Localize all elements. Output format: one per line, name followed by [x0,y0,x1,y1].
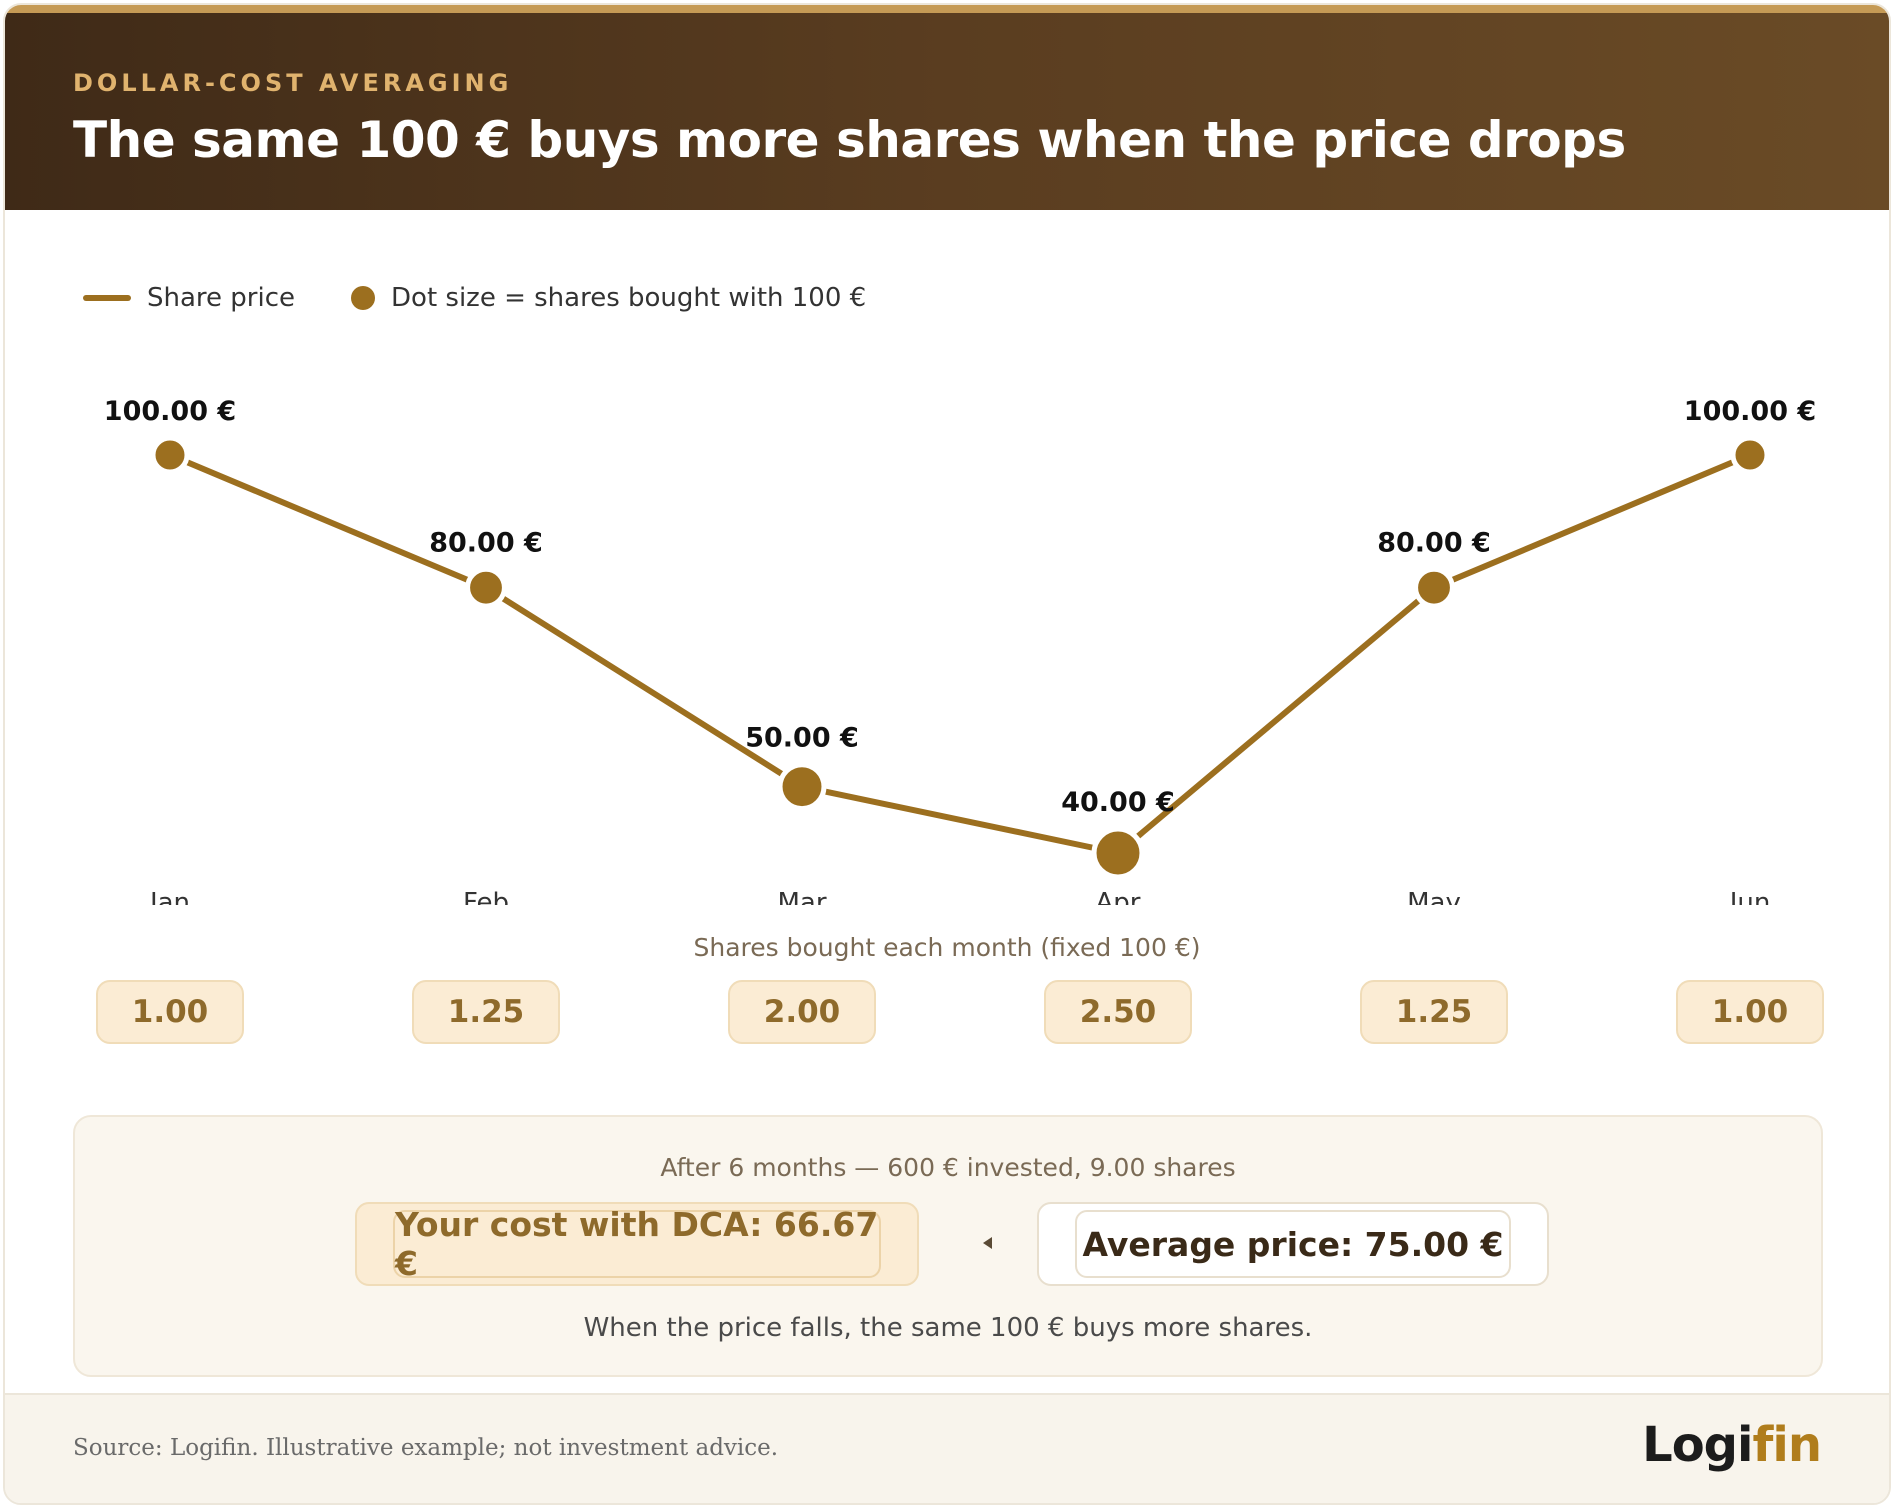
summary-intro: After 6 months — 600 € invested, 9.00 sh… [660,1153,1236,1182]
x-tick-label: Apr [1096,888,1141,905]
legend-dot-swatch [351,286,376,310]
page-title: The same 100 € buys more shares when the… [73,111,1626,169]
x-tick-label: Feb [463,888,509,905]
summary-panel: After 6 months — 600 € invested, 9.00 sh… [73,1115,1823,1377]
header-banner: DOLLAR-COST AVERAGING The same 100 € buy… [5,5,1889,210]
price-data-label: 100.00 € [1684,396,1816,427]
shares-pill: 2.00 [728,980,876,1044]
dca-cost-box: Your cost with DCA: 66.67 € [355,1202,919,1286]
x-tick-label: Mar [777,888,826,905]
price-data-label: 80.00 € [429,527,543,558]
summary-note: When the price falls, the same 100 € buy… [583,1313,1313,1343]
logo-part-1: Logi [1642,1417,1753,1473]
x-tick-label: May [1407,888,1461,905]
source-note: Source: Logifin. Illustrative example; n… [73,1435,779,1461]
price-line-chart: 100.00 € Jan 80.00 € Feb 50.00 € Mar 40.00 € Ap… [104,396,1816,905]
shares-pill: 2.50 [1044,980,1192,1044]
x-tick-label: Jun [1728,888,1771,905]
shares-pill: 1.00 [1676,980,1824,1044]
less-than-icon [983,1237,992,1249]
chart-legend: Share price Dot size = shares bought wit… [83,283,866,313]
footer: Source: Logifin. Illustrative example; n… [5,1393,1889,1503]
eyebrow-label: DOLLAR-COST AVERAGING [73,69,513,97]
price-data-label: 100.00 € [104,396,236,427]
price-data-label: 40.00 € [1061,787,1175,818]
price-point [150,435,190,475]
average-price-box: Average price: 75.00 € [1037,1202,1549,1286]
logo-part-2: fin [1752,1417,1822,1473]
price-data-label: 80.00 € [1377,527,1491,558]
shares-pill: 1.25 [412,980,560,1044]
price-point [1091,826,1145,880]
price-point [777,762,827,812]
shares-pill: 1.25 [1360,980,1508,1044]
price-data-label: 50.00 € [745,723,859,754]
legend-dot-label: Dot size = shares bought with 100 € [391,283,867,313]
price-point [1413,566,1455,609]
price-point [1730,435,1770,475]
shares-pill: 1.00 [96,980,244,1044]
shares-caption: Shares bought each month (fixed 100 €) [693,933,1201,962]
average-price-label: Average price: 75.00 € [1075,1210,1511,1278]
legend-line-label: Share price [147,283,296,313]
dca-cost-label: Your cost with DCA: 66.67 € [393,1205,881,1283]
infographic-card: DOLLAR-COST AVERAGING The same 100 € buy… [3,3,1891,1505]
legend-line-swatch [83,295,131,301]
x-tick-label: Jan [148,888,190,905]
logifin-logo: Logifin [1642,1417,1822,1473]
price-point [465,566,507,609]
price-line [168,452,1752,856]
